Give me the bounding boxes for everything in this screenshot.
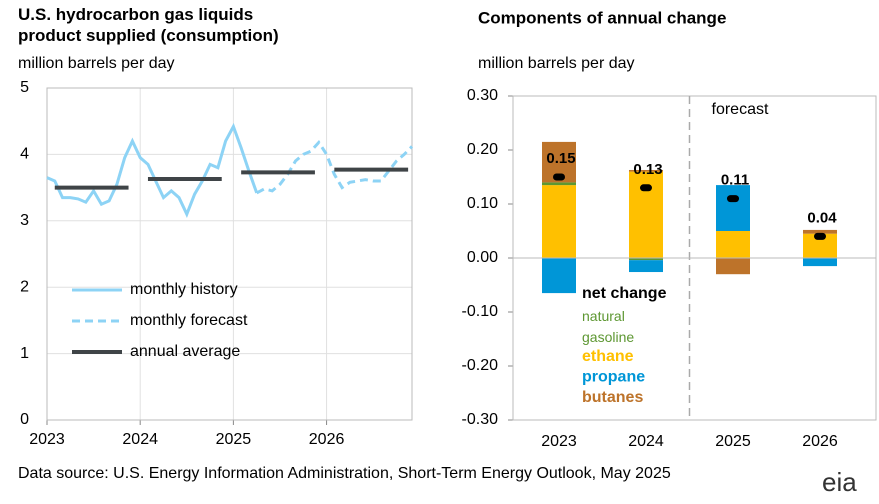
legend-box: natural gasoline xyxy=(582,308,635,345)
legend-label: net change xyxy=(582,285,667,302)
bar-segment xyxy=(716,185,750,231)
net-marker xyxy=(727,195,739,203)
net-marker xyxy=(553,173,565,181)
bar-segment xyxy=(542,185,576,258)
y-tick-label: -0.30 xyxy=(462,411,499,428)
y-tick-label: 0.20 xyxy=(467,141,498,158)
y-tick-label: -0.20 xyxy=(462,357,499,374)
bar-segment xyxy=(803,229,837,234)
y-tick-label: 0.00 xyxy=(467,249,498,266)
series-line xyxy=(256,139,414,195)
bar-segment xyxy=(542,258,576,294)
y-tick-label: 1 xyxy=(20,345,29,362)
legend-label: monthly history xyxy=(130,281,238,298)
bar-segment xyxy=(716,231,750,258)
bar-segment xyxy=(629,258,663,261)
series-line xyxy=(46,122,259,218)
legend-label: annual average xyxy=(130,343,240,360)
bar-segment xyxy=(629,169,663,172)
legend-label: propane xyxy=(582,369,645,386)
net-marker xyxy=(814,232,826,240)
legend-label: ethane xyxy=(582,348,634,365)
y-tick-label: -0.10 xyxy=(462,303,499,320)
forecast-label: forecast xyxy=(712,101,769,118)
y-tick-label: 0.10 xyxy=(467,195,498,212)
y-tick-label: 3 xyxy=(20,212,29,229)
bar-segment xyxy=(542,182,576,186)
logo: eia xyxy=(822,467,857,497)
left-title-box: U.S. hydrocarbon gas liquids product sup… xyxy=(18,5,279,45)
net-label: 0.11 xyxy=(721,172,749,189)
left-title: U.S. hydrocarbon gas liquids product sup… xyxy=(18,5,279,45)
bar-segment xyxy=(803,258,837,267)
x-tick-label: 2025 xyxy=(216,431,252,448)
x-tick-label: 2025 xyxy=(715,433,751,450)
x-tick-label: 2026 xyxy=(309,431,345,448)
net-label: 0.04 xyxy=(807,209,837,226)
y-tick-label: 0 xyxy=(20,411,29,428)
x-tick-label: 2024 xyxy=(628,433,664,450)
bar-segment xyxy=(629,260,663,273)
y-tick-label: 5 xyxy=(20,79,29,96)
source: Data source: U.S. Energy Information Adm… xyxy=(18,465,671,482)
net-marker xyxy=(640,184,652,192)
x-tick-label: 2023 xyxy=(541,433,577,450)
y-tick-label: 2 xyxy=(20,278,29,295)
bar-segment xyxy=(716,258,750,275)
left-y-label: million barrels per day xyxy=(18,55,175,72)
plot-frame xyxy=(46,87,413,421)
y-tick-label: 0.30 xyxy=(467,87,498,104)
right-title: Components of annual change xyxy=(478,8,726,27)
y-tick-label: 4 xyxy=(20,146,29,163)
legend-label: natural gasoline xyxy=(582,308,635,345)
net-label: 0.13 xyxy=(633,161,662,178)
x-tick-label: 2024 xyxy=(122,431,158,448)
x-tick-label: 2026 xyxy=(802,433,838,450)
legend-label: butanes xyxy=(582,389,643,406)
net-label: 0.15 xyxy=(546,150,575,167)
x-tick-label: 2023 xyxy=(29,431,65,448)
legend-label: monthly forecast xyxy=(130,312,248,329)
right-y-label: million barrels per day xyxy=(478,55,635,72)
